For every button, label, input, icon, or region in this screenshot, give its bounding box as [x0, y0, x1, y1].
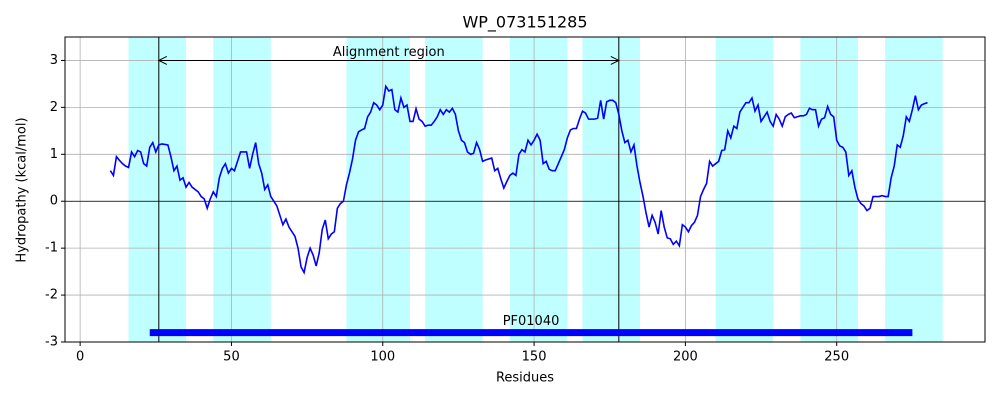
hydropathy-line	[109, 84, 928, 275]
highlight-span	[213, 37, 271, 342]
y-tick-label: 3	[50, 53, 58, 68]
highlight-span	[128, 37, 187, 342]
highlight-span	[715, 37, 774, 342]
y-tick-label: 2	[50, 100, 58, 115]
x-tick-label: 100	[370, 350, 395, 365]
domain-bar	[149, 329, 913, 337]
domain-label: PF01040	[503, 314, 560, 329]
x-axis-label: Residues	[496, 371, 554, 386]
highlight-span	[509, 37, 568, 342]
y-tick-label: -2	[45, 288, 58, 303]
x-tick-label: 50	[223, 350, 240, 365]
chart-title: WP_073151285	[462, 13, 587, 33]
y-tick-label: 0	[50, 194, 58, 209]
x-tick-label: 0	[76, 350, 84, 365]
y-tick-label: 1	[50, 147, 58, 162]
y-axis-label: Hydropathy (kcal/mol)	[15, 117, 30, 262]
highlight-span	[425, 37, 483, 342]
alignment-label: Alignment region	[333, 45, 445, 60]
y-tick-label: -3	[45, 335, 58, 350]
x-tick-label: 250	[824, 350, 849, 365]
highlight-span	[346, 37, 410, 342]
plot-frame	[64, 36, 986, 343]
highlight-span	[885, 37, 943, 342]
y-tick-label: -1	[45, 241, 58, 256]
x-tick-label: 200	[673, 350, 698, 365]
highlight-span	[582, 37, 640, 342]
highlight-span	[800, 37, 858, 342]
x-tick-label: 150	[522, 350, 547, 365]
